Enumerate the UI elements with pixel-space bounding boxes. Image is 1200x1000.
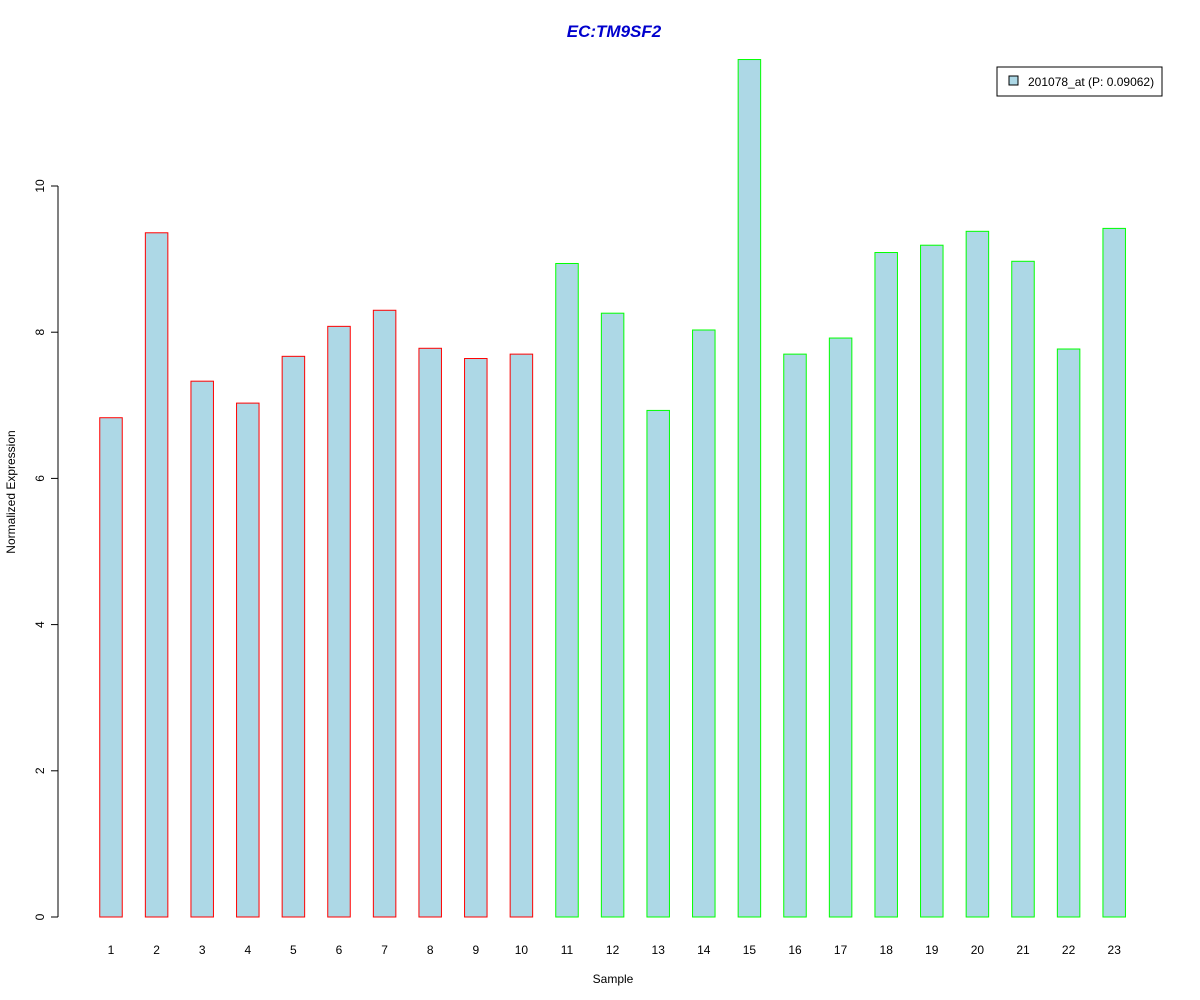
x-tick-label: 11 (561, 943, 574, 957)
x-tick-label: 4 (244, 943, 251, 957)
x-tick-label: 15 (743, 943, 757, 957)
bar-sample-4 (236, 402, 260, 918)
x-tick-label: 3 (199, 943, 206, 957)
y-tick-label: 10 (33, 179, 47, 193)
x-tick-label: 1 (108, 943, 115, 957)
legend-swatch (1008, 75, 1019, 86)
y-tick-label: 8 (33, 329, 47, 336)
bar-sample-10 (509, 353, 534, 918)
chart-title: EC:TM9SF2 (567, 22, 662, 41)
bar-sample-19 (920, 244, 944, 918)
bars-group (99, 59, 1126, 918)
bar-sample-14 (692, 329, 716, 918)
x-tick-label: 22 (1062, 943, 1076, 957)
bar-sample-5 (281, 355, 306, 918)
x-tick-label: 5 (290, 943, 297, 957)
bar-sample-22 (1056, 348, 1081, 918)
x-tick-label: 12 (606, 943, 620, 957)
bar-sample-1 (99, 417, 123, 918)
x-tick-labels: 1 2 3 4 5 6 7 8 9 10 11 12 13 14 15 16 17 18 19 20 21 22 23 (108, 943, 1122, 957)
y-tick-label: 2 (33, 767, 47, 774)
y-tick-label: 4 (33, 621, 47, 628)
bar-sample-2 (144, 232, 169, 918)
x-tick-label: 21 (1016, 943, 1030, 957)
y-tick-label: 0 (33, 913, 47, 920)
x-tick-label: 8 (427, 943, 434, 957)
x-tick-label: 23 (1108, 943, 1122, 957)
x-tick-label: 14 (697, 943, 711, 957)
bar-sample-11 (555, 262, 579, 918)
bar-sample-12 (600, 312, 625, 918)
legend-box (996, 66, 1163, 97)
x-tick-label: 9 (472, 943, 479, 957)
bar-sample-21 (1011, 260, 1035, 918)
x-tick-label: 18 (880, 943, 894, 957)
y-axis-label: Normalized Expression (4, 430, 18, 553)
bar-sample-3 (190, 380, 214, 918)
x-tick-label: 7 (381, 943, 388, 957)
bar-sample-23 (1102, 227, 1126, 918)
bar-sample-15 (737, 59, 762, 918)
x-tick-label: 2 (153, 943, 160, 957)
x-tick-label: 17 (834, 943, 848, 957)
x-tick-label: 16 (788, 943, 802, 957)
x-tick-label: 10 (515, 943, 529, 957)
bar-sample-7 (372, 309, 397, 918)
bar-sample-16 (783, 353, 807, 918)
x-tick-label: 13 (652, 943, 666, 957)
x-tick-label: 20 (971, 943, 985, 957)
x-tick-label: 6 (336, 943, 343, 957)
y-axis: 0 2 4 6 8 10 (33, 179, 59, 920)
x-tick-label: 19 (925, 943, 939, 957)
bar-sample-9 (464, 358, 488, 918)
bar-sample-17 (828, 337, 853, 918)
legend: 201078_at (P: 0.09062) (996, 66, 1163, 97)
bar-sample-20 (965, 230, 990, 918)
legend-label: 201078_at (P: 0.09062) (1028, 75, 1154, 89)
bar-sample-18 (874, 252, 898, 918)
bar-sample-6 (327, 325, 351, 918)
y-tick-label: 6 (33, 475, 47, 482)
bar-sample-8 (418, 347, 442, 918)
x-axis-label: Sample (593, 972, 634, 986)
bar-sample-13 (646, 409, 670, 918)
